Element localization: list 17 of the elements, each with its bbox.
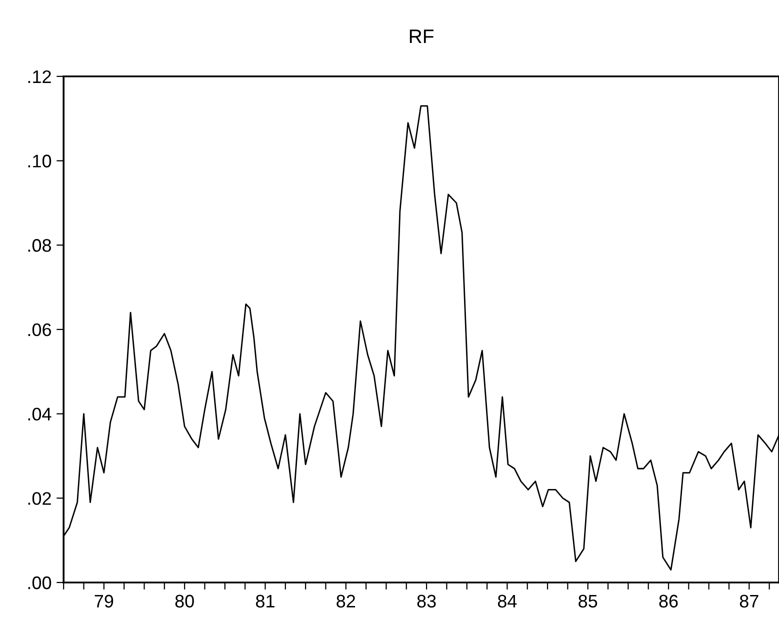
y-tick-label: .00 [28, 576, 52, 590]
x-tick-label: 87 [740, 594, 758, 608]
y-tick-label: .02 [28, 492, 51, 505]
x-tick-label: 86 [659, 594, 678, 608]
x-tick-label: 83 [417, 594, 436, 608]
y-tick-label: .12 [28, 70, 51, 83]
x-tick-label: 80 [175, 594, 194, 608]
x-tick-label: 85 [578, 594, 598, 608]
x-tick-label: 82 [336, 594, 356, 608]
chart-title: RF [410, 30, 434, 44]
x-tick-label: 79 [94, 594, 114, 608]
x-tick-label: 81 [256, 594, 274, 608]
x-tick-label: 84 [498, 594, 517, 608]
y-tick-label: .04 [28, 408, 52, 421]
y-tick-label: .10 [28, 154, 52, 168]
y-tick-label: .08 [28, 239, 52, 252]
y-tick-label: .06 [28, 323, 52, 336]
